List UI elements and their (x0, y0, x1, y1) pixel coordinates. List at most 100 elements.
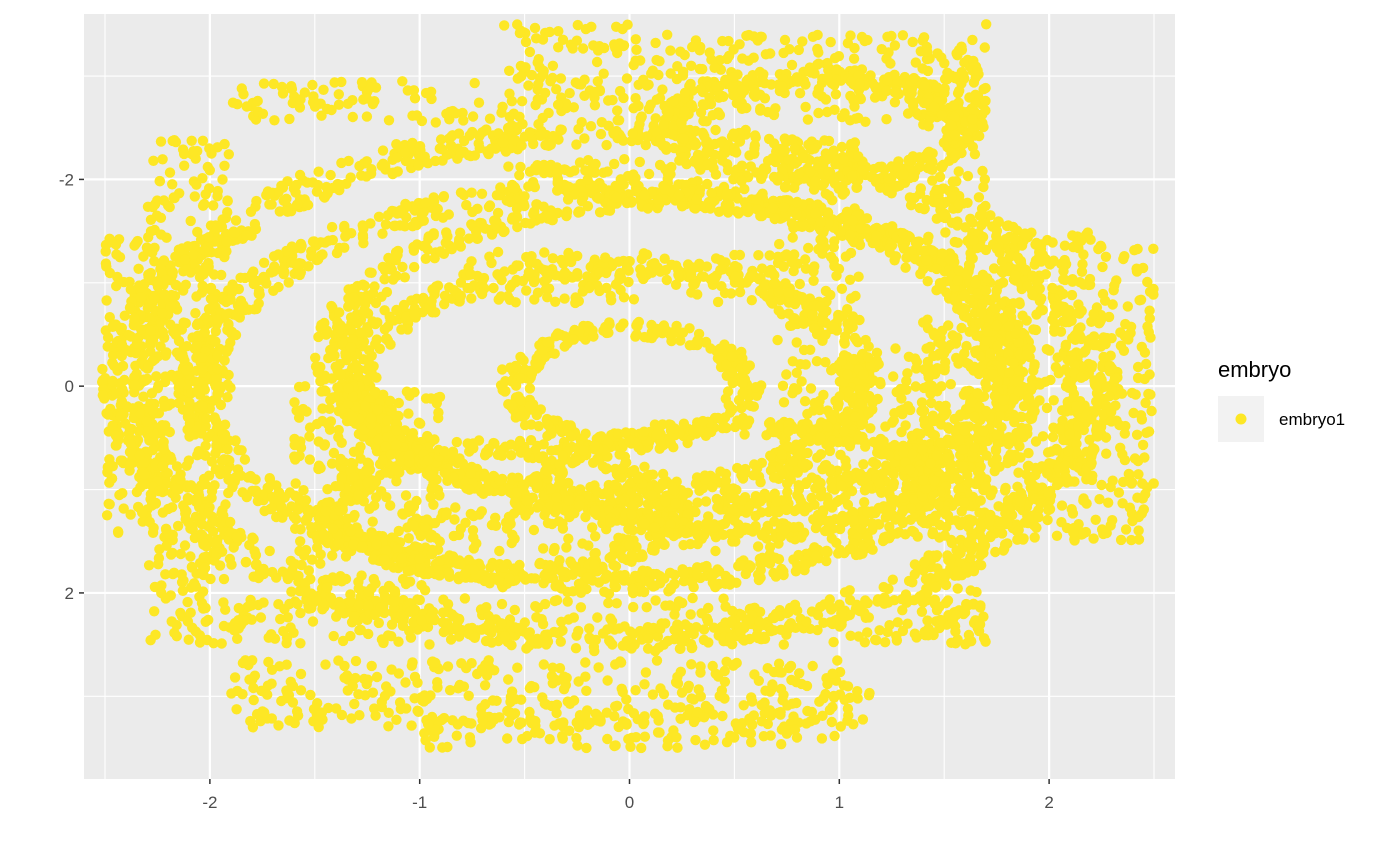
data-point (826, 252, 836, 262)
data-point (945, 340, 955, 350)
data-point (238, 89, 248, 99)
data-point (513, 260, 523, 270)
data-point (695, 661, 705, 671)
data-point (1098, 289, 1108, 299)
data-point (224, 149, 234, 159)
data-point (898, 30, 908, 40)
data-point (721, 657, 731, 667)
data-point (377, 229, 387, 239)
data-point (674, 596, 684, 606)
data-point (801, 477, 811, 487)
data-point (182, 461, 192, 471)
data-point (592, 612, 602, 622)
data-point (153, 380, 163, 390)
data-point (911, 57, 921, 67)
data-point (727, 352, 737, 362)
data-point (541, 284, 551, 294)
data-point (295, 536, 305, 546)
data-point (301, 406, 311, 416)
data-point (797, 447, 807, 457)
data-point (896, 427, 906, 437)
data-point (315, 463, 325, 473)
data-point (452, 731, 462, 741)
data-point (1049, 395, 1059, 405)
data-point (531, 259, 541, 269)
data-point (326, 105, 336, 115)
data-point (1028, 324, 1038, 334)
data-point (1138, 440, 1148, 450)
data-point (1094, 494, 1104, 504)
data-point (708, 725, 718, 735)
data-point (529, 525, 539, 535)
data-point (570, 298, 580, 308)
data-point (715, 265, 725, 275)
data-point (453, 719, 463, 729)
data-point (602, 675, 612, 685)
data-point (661, 265, 671, 275)
data-point (488, 283, 498, 293)
data-point (735, 250, 745, 260)
data-point (154, 544, 164, 554)
data-point (976, 351, 986, 361)
data-point (697, 64, 707, 74)
data-point (803, 243, 813, 253)
data-point (333, 655, 343, 665)
data-point (516, 373, 526, 383)
data-point (843, 681, 853, 691)
data-point (593, 715, 603, 725)
data-point (809, 323, 819, 333)
data-point (327, 550, 337, 560)
data-point (717, 423, 727, 433)
data-point (1119, 346, 1129, 356)
data-point (843, 387, 853, 397)
data-point (460, 593, 470, 603)
data-point (291, 405, 301, 415)
data-point (385, 315, 395, 325)
data-point (1117, 449, 1127, 459)
data-point (350, 673, 360, 683)
data-point (877, 44, 887, 54)
data-point (295, 638, 305, 648)
data-point (439, 191, 449, 201)
data-point (709, 735, 719, 745)
data-point (1149, 478, 1159, 488)
data-point (184, 635, 194, 645)
data-point (111, 249, 121, 259)
data-point (412, 110, 422, 120)
data-point (258, 109, 268, 119)
data-point (939, 58, 949, 68)
data-point (500, 386, 510, 396)
data-point (1085, 235, 1095, 245)
data-point (951, 610, 961, 620)
data-point (940, 227, 950, 237)
data-point (107, 237, 117, 247)
data-point (464, 691, 474, 701)
data-point (953, 238, 963, 248)
data-point (612, 48, 622, 58)
data-point (610, 659, 620, 669)
data-point (212, 191, 222, 201)
data-point (256, 612, 266, 622)
data-point (362, 679, 372, 689)
data-point (837, 356, 847, 366)
data-point (455, 680, 465, 690)
data-point (778, 48, 788, 58)
data-point (1101, 252, 1111, 262)
data-point (850, 333, 860, 343)
data-point (1030, 532, 1040, 542)
data-point (794, 45, 804, 55)
data-point (724, 484, 734, 494)
data-point (169, 135, 179, 145)
data-point (849, 354, 859, 364)
data-point (614, 722, 624, 732)
data-point (545, 734, 555, 744)
data-point (303, 261, 313, 271)
data-point (151, 371, 161, 381)
data-point (792, 337, 802, 347)
data-point (666, 68, 676, 78)
data-point (612, 598, 622, 608)
data-point (531, 165, 541, 175)
data-point (790, 313, 800, 323)
data-point (808, 661, 818, 671)
